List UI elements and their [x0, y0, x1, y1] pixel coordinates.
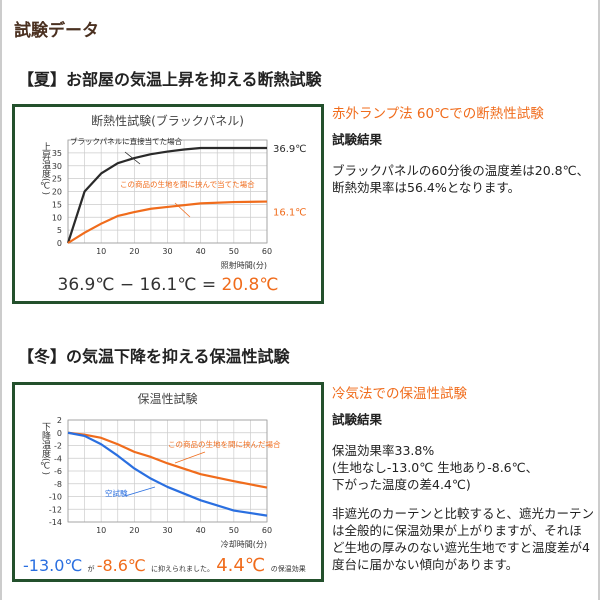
- x-tick-label: 20: [129, 526, 139, 535]
- x-tick-label: 50: [229, 526, 239, 535]
- x-tick-label: 30: [162, 526, 172, 535]
- y-tick-label: -14: [49, 518, 62, 527]
- summary-part: に抑えられました。: [151, 564, 216, 573]
- summary-part: 4.4℃: [216, 555, 271, 576]
- x-tick-label: 60: [262, 526, 272, 535]
- series-leader-line: [124, 151, 141, 165]
- y-tick-label: 2: [57, 416, 62, 425]
- summary-part: の保温効果: [271, 564, 306, 573]
- series-label: この商品の生地を間に挟んで当てた場合: [120, 179, 255, 189]
- series-line: [67, 431, 268, 517]
- summer-method: 赤外ランプ法 60℃での断熱性試験: [332, 106, 544, 122]
- x-tick-label: 10: [96, 526, 106, 535]
- y-tick-label: -4: [54, 454, 62, 463]
- x-tick-label: 40: [196, 247, 206, 256]
- plot-frame: [67, 139, 268, 244]
- summary-part: が: [87, 564, 96, 573]
- summer-header: 【夏】お部屋の気温上昇を抑える断熱試験: [18, 70, 322, 89]
- x-tick-label: 60: [262, 247, 272, 256]
- y-tick-label: 25: [52, 175, 62, 184]
- series-label: ブラックパネルに直接当てた場合: [70, 136, 183, 146]
- series-leader-line: [174, 202, 191, 218]
- summer-chart-box: 断熱性試験(ブラックパネル) 0 5 10 15 20 25 30 35 10 20 30 40 50 60…: [12, 104, 324, 304]
- equation-result: 20.8℃: [222, 275, 279, 295]
- end-value-label: 16.1℃: [273, 208, 307, 219]
- y-tick-label: -6: [54, 467, 62, 476]
- series-leader-line: [124, 486, 156, 497]
- x-tick-label: 40: [196, 526, 206, 535]
- y-tick-label: -12: [49, 505, 62, 514]
- winter-method: 冷気法での保温性試験: [332, 386, 467, 402]
- summer-chart: 断熱性試験(ブラックパネル) 0 5 10 15 20 25 30 35 10 20 30 40 50 60…: [40, 113, 307, 295]
- series-label: この商品の生地を間に挟んだ場合: [168, 439, 281, 449]
- series-line: [67, 200, 268, 244]
- winter-result-label: 試験結果: [332, 412, 383, 427]
- series-leader-line: [174, 451, 206, 464]
- x-axis-label: 冷却時間(分): [221, 539, 267, 549]
- x-axis-label: 照射時間(分): [221, 260, 267, 270]
- series-label: 空試験: [105, 488, 128, 498]
- y-tick-label: 30: [52, 162, 62, 171]
- y-tick-label: 0: [57, 239, 62, 248]
- y-axis-label: 下降温度(℃): [40, 422, 51, 475]
- y-tick-label: 35: [52, 149, 62, 158]
- page-title: 試験データ: [14, 21, 99, 41]
- y-axis-label: 上昇温度(℃): [40, 142, 51, 195]
- winter-result-text: 保温効果率33.8% (生地なし-13.0℃ 生地あり-8.6℃、 下がった温度…: [332, 442, 594, 493]
- summer-result-label: 試験結果: [332, 132, 383, 147]
- summer-result-text: ブラックパネルの60分後の温度差は20.8℃、断熱効果率は56.4%となります。: [332, 163, 590, 195]
- y-tick-label: 20: [52, 188, 62, 197]
- summer-description: 赤外ランプ法 60℃での断熱性試験 試験結果 ブラックパネルの60分後の温度差は…: [332, 106, 594, 208]
- plot-frame: [67, 419, 268, 523]
- end-value-label: 36.9℃: [273, 144, 307, 155]
- x-tick-label: 20: [129, 247, 139, 256]
- y-tick-label: 0: [57, 429, 62, 438]
- winter-note: 非遮光のカーテンと比較すると、遮光カーテンは全般的に保温効果が上がりますが、それ…: [332, 506, 595, 572]
- winter-description: 冷気法での保温性試験 試験結果 保温効果率33.8% (生地なし-13.0℃ 生…: [332, 386, 594, 585]
- result-line: 下がった温度の差4.4℃): [332, 477, 471, 492]
- chart-title: 断熱性試験(ブラックパネル): [91, 113, 244, 128]
- y-tick-label: -2: [54, 442, 62, 451]
- chart-title: 保温性試験: [137, 391, 197, 406]
- winter-summary: -13.0℃ が -8.6℃ に抑えられました。 4.4℃ の保温効果: [23, 555, 306, 576]
- series-line: [67, 431, 268, 489]
- result-line: (生地なし-13.0℃ 生地あり-8.6℃、: [332, 460, 539, 475]
- result-line: 保温効果率33.8%: [332, 443, 435, 458]
- y-tick-label: -10: [49, 493, 62, 502]
- y-tick-label: 5: [57, 226, 62, 235]
- y-tick-label: -8: [54, 480, 62, 489]
- y-tick-label: 15: [52, 200, 62, 209]
- x-tick-label: 30: [162, 247, 172, 256]
- summary-part: -13.0℃: [23, 556, 87, 575]
- x-tick-label: 50: [229, 247, 239, 256]
- winter-chart-box: 保温性試験 2 0 -2 -4 -6 -8 -10 -12 -14 10 20 30 40 50 60 冷却時間…: [12, 382, 324, 582]
- equation-lhs: 36.9℃ − 16.1℃ =: [58, 275, 222, 295]
- series-line: [66, 146, 267, 244]
- summary-part: -8.6℃: [97, 556, 151, 575]
- x-tick-label: 10: [96, 247, 106, 256]
- y-tick-label: 10: [52, 213, 62, 222]
- winter-header: 【冬】の気温下降を抑える保温性試験: [18, 347, 290, 366]
- summer-equation: 36.9℃ − 16.1℃ = 20.8℃: [58, 275, 279, 295]
